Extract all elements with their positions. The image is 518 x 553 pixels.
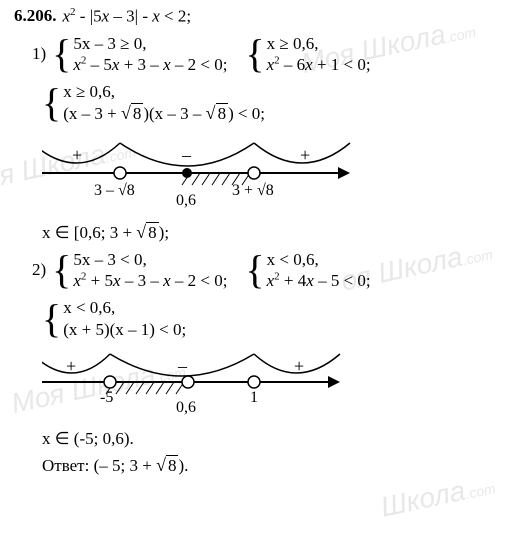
svg-text:+: +	[72, 145, 82, 165]
case1-interval: x ∈ [0,6; 3 + √8);	[42, 222, 508, 243]
svg-text:1: 1	[250, 389, 258, 406]
page-content: 6.206. x2 - |5x – 3| - x < 2; 1) { 5x – …	[0, 0, 518, 482]
case1-sys3: { x ≥ 0,6, (x – 3 + √8)(x – 3 – √8) < 0;	[42, 81, 508, 125]
case2-sys3: { x < 0,6, (x + 5)(x – 1) < 0;	[42, 297, 508, 340]
sys-row: x2 – 6x + 1 < 0;	[267, 54, 371, 75]
brace-icon: {	[42, 299, 61, 339]
sys-row: x < 0,6,	[267, 249, 371, 270]
sys-row: x ≥ 0,6,	[63, 81, 265, 102]
svg-text:0,6: 0,6	[176, 192, 196, 209]
sys-row: x2 – 5x + 3 – x – 2 < 0;	[73, 54, 227, 75]
case1-label: 1)	[32, 44, 46, 64]
brace-icon: {	[245, 250, 264, 290]
svg-text:3 + √8: 3 + √8	[232, 182, 274, 199]
svg-text:–: –	[181, 145, 192, 165]
brace-icon: {	[52, 250, 71, 290]
case1-systems-row1: 1) { 5x – 3 ≥ 0, x2 – 5x + 3 – x – 2 < 0…	[14, 33, 508, 76]
sys-row: 5x – 3 < 0,	[73, 249, 227, 270]
sys-row: x2 + 5x – 3 – x – 2 < 0;	[73, 270, 227, 291]
case2-systems-row1: 2) { 5x – 3 < 0, x2 + 5x – 3 – x – 2 < 0…	[14, 249, 508, 292]
brace-icon: {	[42, 83, 61, 123]
svg-text:0,6: 0,6	[176, 399, 196, 416]
case2-sys1: { 5x – 3 < 0, x2 + 5x – 3 – x – 2 < 0;	[52, 249, 227, 292]
case1-numberline: + – + 3 – √8 0,6 3 + √8	[42, 131, 508, 214]
case2-interval: x ∈ (-5; 0,6).	[42, 429, 508, 449]
problem-number: 6.206.	[14, 6, 57, 26]
case1-sys1: { 5x – 3 ≥ 0, x2 – 5x + 3 – x – 2 < 0;	[52, 33, 227, 76]
case1-sys2: { x ≥ 0,6, x2 – 6x + 1 < 0;	[245, 33, 370, 76]
sys-row: 5x – 3 ≥ 0,	[73, 33, 227, 54]
svg-text:–: –	[177, 356, 188, 376]
sys-row: x2 + 4x – 5 < 0;	[267, 270, 371, 291]
answer-label: Ответ:	[42, 456, 89, 475]
svg-text:3 – √8: 3 – √8	[94, 182, 135, 199]
sys-row: (x – 3 + √8)(x – 3 – √8) < 0;	[63, 102, 265, 125]
answer: Ответ: (– 5; 3 + √8).	[42, 455, 508, 476]
svg-text:+: +	[294, 356, 304, 376]
brace-icon: {	[52, 34, 71, 74]
problem-header: 6.206. x2 - |5x – 3| - x < 2;	[14, 6, 508, 27]
sys-row: x ≥ 0,6,	[267, 33, 371, 54]
sys-row: (x + 5)(x – 1) < 0;	[63, 319, 186, 340]
svg-text:+: +	[300, 145, 310, 165]
svg-text:-5: -5	[100, 389, 113, 406]
brace-icon: {	[245, 34, 264, 74]
sys-row: x < 0,6,	[63, 297, 186, 318]
answer-value: (– 5; 3 + √8).	[94, 456, 189, 475]
case2-sys2: { x < 0,6, x2 + 4x – 5 < 0;	[245, 249, 370, 292]
problem-statement: x2 - |5x – 3| - x < 2;	[63, 6, 192, 27]
svg-text:+: +	[66, 356, 76, 376]
case2-label: 2)	[32, 260, 46, 280]
case2-numberline: + – + -5 0,6 1	[42, 346, 508, 421]
